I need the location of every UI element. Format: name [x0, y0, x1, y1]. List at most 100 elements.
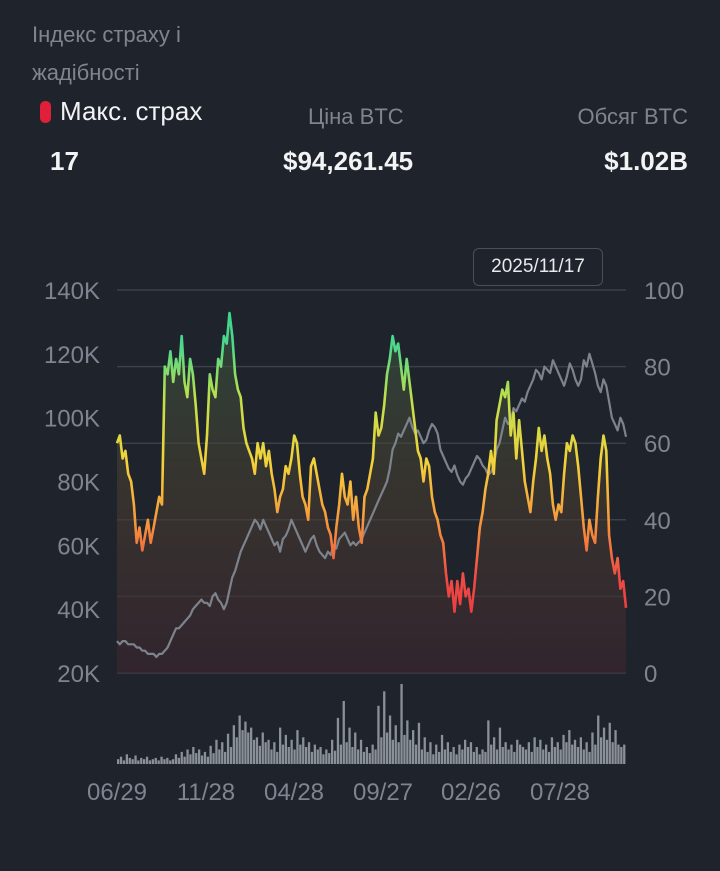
volume-bar [516, 739, 519, 764]
y-left-tick-label: 100K [44, 406, 100, 433]
volume-bar [273, 742, 276, 764]
volume-bar [137, 760, 140, 764]
page-title: Індекс страху і жадібності [32, 22, 181, 85]
volume-bar [258, 745, 261, 764]
volume-bar [122, 760, 126, 764]
volume-bar [221, 742, 224, 764]
volume-bar [547, 751, 551, 764]
volume-value: $1.02B [604, 146, 688, 176]
right-axis: 100 80 60 40 20 0 [644, 278, 684, 688]
volume-bar [469, 742, 473, 764]
volume-bar [391, 739, 394, 764]
volume-bar [481, 749, 484, 764]
volume-bar [131, 759, 134, 764]
left-axis: 140K 120K 100K 80K 60K 40K 20K [44, 278, 100, 688]
volume-bar [140, 757, 143, 764]
volume-bar [264, 742, 267, 764]
volume-bar [452, 747, 455, 764]
volume-bar [305, 747, 308, 764]
volume-bar [232, 725, 235, 764]
volume-bar [429, 742, 432, 764]
volume-bar [183, 756, 186, 764]
y-right-tick-label: 40 [644, 508, 671, 535]
volume-bar [446, 742, 449, 764]
volume-bar [163, 759, 166, 764]
volume-bar [617, 744, 620, 764]
volume-bar [302, 737, 305, 764]
volume-bar [160, 756, 163, 764]
volume-bar [591, 732, 594, 764]
volume-bar [339, 744, 342, 764]
volume-bar [403, 734, 406, 764]
volume-bar [443, 749, 447, 764]
volume-bar [571, 744, 574, 764]
y-left-tick-label: 40K [57, 597, 100, 624]
volume-bar [224, 751, 227, 764]
y-left-tick-label: 80K [57, 470, 100, 497]
volume-bar [345, 742, 348, 764]
volume-bar [487, 720, 490, 764]
volume-bar [550, 737, 554, 764]
volume-bars [117, 684, 626, 764]
volume-bar [145, 756, 149, 764]
volume-bar [386, 732, 389, 764]
volume-bar [576, 747, 580, 764]
volume-bar [241, 730, 244, 764]
volume-bar [423, 737, 426, 764]
volume-bar [409, 739, 412, 764]
volume-bar [475, 747, 478, 764]
volume-bar [331, 739, 334, 764]
volume-bar [472, 751, 475, 764]
volume-bar [177, 757, 180, 764]
volume-bar [623, 744, 626, 764]
volume-bar [189, 754, 192, 764]
volume-bar [562, 734, 565, 764]
volume-bar [218, 749, 221, 764]
volume-bar [279, 727, 282, 764]
volume-bar [507, 749, 510, 764]
volume-bar [276, 751, 279, 764]
volume-bar [284, 734, 287, 764]
volume-bar [394, 725, 397, 764]
volume-bar [270, 749, 273, 764]
volume-bar [490, 744, 493, 764]
volume-bar [316, 749, 319, 764]
volume-bar [510, 744, 513, 764]
volume-bar [229, 747, 233, 764]
volume-bar [362, 751, 366, 764]
volume-bar [501, 747, 504, 764]
volume-bar [319, 747, 322, 764]
volume-bar [611, 742, 614, 764]
volume-bar [198, 749, 201, 764]
y-right-tick-label: 20 [644, 584, 671, 611]
volume-bar [605, 739, 609, 764]
volume-bar [420, 749, 423, 764]
price-value: $94,261.45 [283, 146, 414, 176]
volume-bar [238, 715, 241, 764]
volume-bar [128, 757, 131, 764]
volume-bar [134, 755, 137, 764]
volume-bar [215, 739, 218, 764]
volume-bar [380, 737, 383, 764]
volume-bar [169, 760, 172, 764]
volume-bar [307, 742, 311, 764]
x-tick-label: 09/27 [353, 779, 413, 806]
volume-bar [250, 727, 253, 764]
volume-bar [426, 751, 429, 764]
volume-bar [293, 749, 296, 764]
volume-bar [524, 749, 528, 764]
date-tooltip: 2025/11/17 [473, 248, 603, 286]
volume-bar [383, 691, 386, 764]
volume-bar [530, 751, 533, 764]
volume-bar [354, 732, 357, 764]
y-right-tick-label: 80 [644, 355, 671, 382]
price-label: Ціна BTC [308, 104, 404, 129]
volume-bar [290, 739, 293, 764]
volume-bar [357, 749, 360, 764]
sentiment-label: Макс. страх [60, 96, 203, 126]
volume-bar [148, 760, 152, 764]
volume-bar [166, 757, 169, 764]
volume-bar [313, 744, 316, 764]
volume-bar [504, 742, 507, 764]
